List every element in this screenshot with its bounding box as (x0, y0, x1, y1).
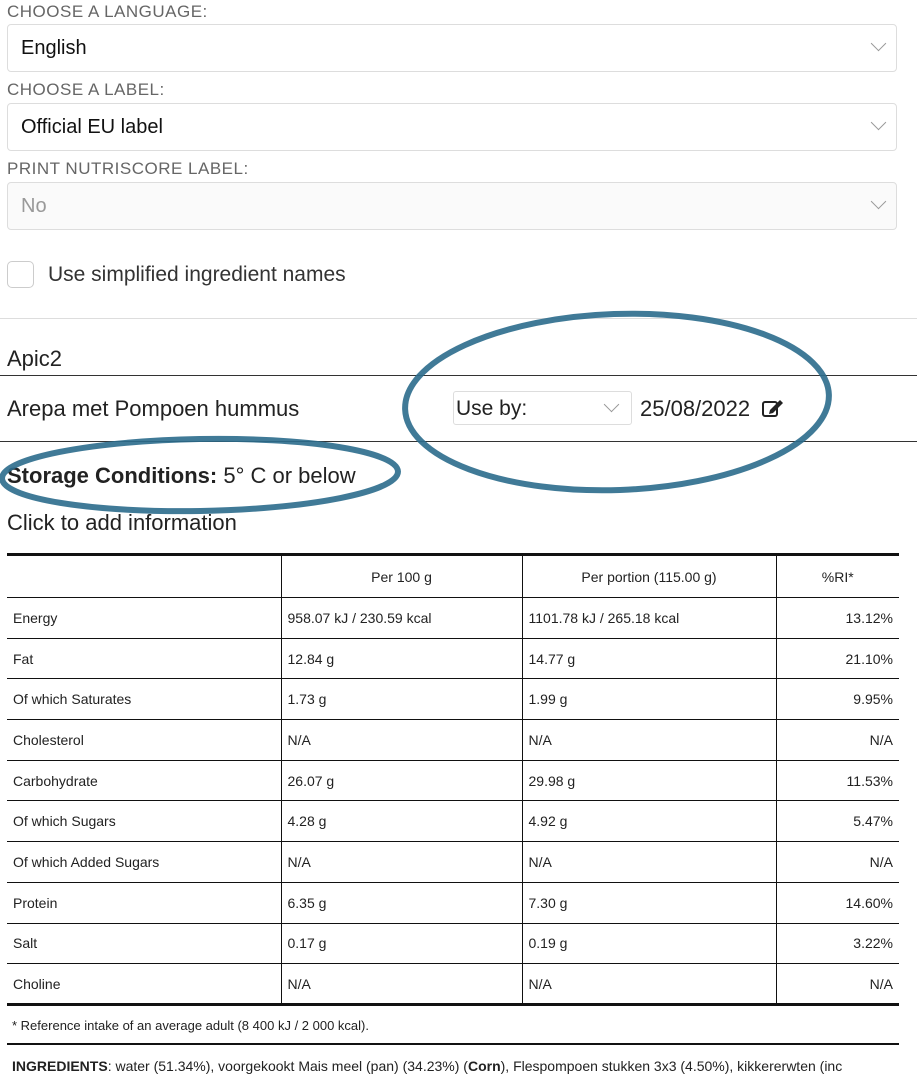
table-cell: 7.30 g (521, 881, 777, 924)
table-cell: N/A (775, 841, 899, 883)
table-row: Of which Sugars 4.28 g 4.92 g 5.47% (7, 800, 899, 843)
column-header: %RI* (775, 554, 899, 598)
table-cell: 14.77 g (521, 637, 777, 680)
table-cell: N/A (280, 841, 523, 883)
date-type-select[interactable]: Use by: (453, 391, 632, 425)
product-name[interactable]: Arepa met Pompoen hummus (7, 396, 300, 421)
table-cell: 11.53% (775, 759, 899, 802)
ingredients-text: INGREDIENTS: water (51.34%), voorgekookt… (12, 1058, 842, 1074)
simplified-names-label: Use simplified ingredient names (48, 263, 346, 286)
table-cell: Of which Sugars (7, 800, 282, 843)
table-cell: N/A (775, 963, 899, 1005)
table-cell: 0.19 g (521, 922, 777, 965)
ingredients-part: ), Flespompoen stukken 3x3 (4.50%), kikk… (500, 1058, 843, 1074)
table-row: Salt 0.17 g 0.19 g 3.22% (7, 922, 899, 965)
divider (0, 441, 917, 442)
language-label: CHOOSE A LANGUAGE: (7, 2, 208, 21)
table-cell: N/A (521, 719, 777, 761)
table-cell: N/A (521, 841, 777, 883)
table-cell: Salt (7, 922, 282, 965)
table-cell: 21.10% (775, 637, 899, 680)
table-row: Of which Added Sugars N/A N/A N/A (7, 841, 899, 883)
table-cell: 4.28 g (280, 800, 523, 843)
table-cell: N/A (280, 963, 523, 1005)
simplified-names-checkbox[interactable] (7, 261, 34, 288)
table-cell: Energy (7, 597, 282, 639)
table-cell: N/A (775, 719, 899, 761)
table-cell: 4.92 g (521, 800, 777, 843)
ingredients-part: : water (51.34%), voorgekookt Mais meel … (107, 1058, 468, 1074)
table-row: Cholesterol N/A N/A N/A (7, 719, 899, 761)
table-cell: N/A (280, 719, 523, 761)
date-value: 25/08/2022 (640, 396, 751, 421)
language-select[interactable]: English (7, 24, 897, 72)
storage-value: 5° C or below (217, 463, 356, 488)
table-cell: 1.99 g (521, 678, 777, 721)
divider (7, 1043, 899, 1045)
table-row: Fat 12.84 g 14.77 g 21.10% (7, 637, 899, 680)
table-cell: 958.07 kJ / 230.59 kcal (280, 597, 523, 639)
add-information-link[interactable]: Click to add information (7, 510, 237, 535)
chevron-down-icon (870, 114, 887, 131)
label-select[interactable]: Official EU label (7, 103, 897, 151)
language-value: English (21, 37, 87, 59)
label-type-label: CHOOSE A LABEL: (7, 80, 165, 99)
label-value: Official EU label (21, 116, 163, 138)
table-row: Choline N/A N/A N/A (7, 963, 899, 1005)
column-header: Per 100 g (280, 554, 523, 598)
table-cell: Of which Saturates (7, 678, 282, 721)
nutriscore-label: PRINT NUTRISCORE LABEL: (7, 159, 249, 178)
table-cell: 13.12% (775, 597, 899, 639)
table-cell: 1101.78 kJ / 265.18 kcal (521, 597, 777, 639)
chevron-down-icon (603, 396, 620, 413)
table-cell: 29.98 g (521, 759, 777, 802)
table-cell: N/A (521, 963, 777, 1005)
table-cell: 3.22% (775, 922, 899, 965)
table-cell: Choline (7, 963, 282, 1005)
nutriscore-value: No (21, 195, 47, 217)
nutrition-table: Per 100 g Per portion (115.00 g) %RI* En… (7, 553, 899, 1006)
storage-conditions[interactable]: Storage Conditions: 5° C or below (7, 463, 356, 489)
table-cell: 0.17 g (280, 922, 523, 965)
table-row: Protein 6.35 g 7.30 g 14.60% (7, 881, 899, 924)
table-cell: 9.95% (775, 678, 899, 721)
company-name[interactable]: Apic2 (7, 346, 63, 371)
table-cell: 26.07 g (280, 759, 523, 802)
table-cell: 5.47% (775, 800, 899, 843)
table-cell: 6.35 g (280, 881, 523, 924)
table-row: Energy 958.07 kJ / 230.59 kcal 1101.78 kJ … (7, 597, 899, 639)
nutriscore-select[interactable]: No (7, 182, 897, 230)
table-row: Of which Saturates 1.73 g 1.99 g 9.95% (7, 678, 899, 721)
edit-icon[interactable] (761, 397, 785, 419)
ingredients-label: INGREDIENTS (12, 1058, 108, 1074)
column-header (7, 554, 282, 598)
table-header-row: Per 100 g Per portion (115.00 g) %RI* (7, 554, 899, 598)
date-type-value: Use by: (456, 397, 528, 420)
table-cell: 12.84 g (280, 637, 523, 680)
footnote: * Reference intake of an average adult (… (12, 1018, 369, 1033)
table-cell: 14.60% (775, 881, 899, 924)
table-cell: Cholesterol (7, 719, 282, 761)
chevron-down-icon (870, 193, 887, 210)
table-cell: 1.73 g (280, 678, 523, 721)
table-cell: Carbohydrate (7, 759, 282, 802)
storage-label: Storage Conditions: (7, 463, 218, 488)
column-header: Per portion (115.00 g) (521, 554, 777, 598)
divider (0, 318, 917, 319)
table-cell: Of which Added Sugars (7, 841, 282, 883)
table-cell: Protein (7, 881, 282, 924)
chevron-down-icon (870, 35, 887, 52)
allergen: Corn (467, 1058, 501, 1074)
divider (0, 375, 917, 376)
table-cell: Fat (7, 637, 282, 680)
table-row: Carbohydrate 26.07 g 29.98 g 11.53% (7, 759, 899, 802)
